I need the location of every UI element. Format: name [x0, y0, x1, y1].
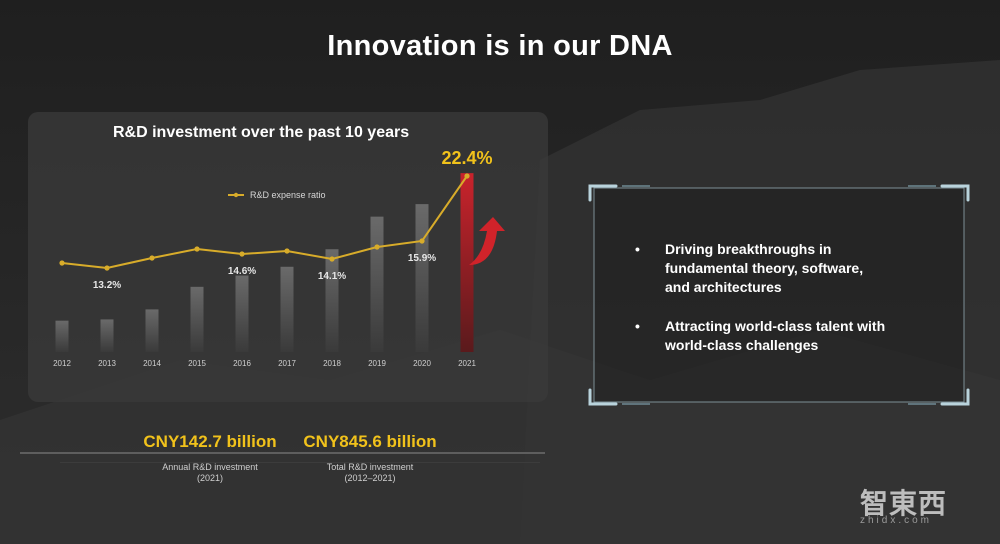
x-tick-label: 2012: [53, 359, 71, 368]
frame-corner-top-left: [588, 184, 618, 202]
x-tick-label: 2017: [278, 359, 296, 368]
point-label: 14.1%: [318, 271, 346, 282]
bullet-item: • Driving breakthroughs in fundamental t…: [635, 240, 935, 297]
x-tick-label: 2016: [233, 359, 251, 368]
bullet-item: • Attracting world-class talent with wor…: [635, 317, 935, 355]
bar: [370, 216, 384, 352]
frame-corner-bottom-right: [940, 388, 970, 406]
ratio-point: [239, 251, 245, 257]
stat-total-investment: CNY845.6 billion Total R&D investment (2…: [280, 432, 460, 484]
ratio-point: [329, 256, 335, 262]
x-tick-label: 2021: [458, 359, 476, 368]
point-label-highlight: 22.4%: [441, 148, 492, 168]
bar-highlight: [460, 173, 474, 352]
ratio-point: [284, 248, 290, 254]
bar: [280, 266, 294, 352]
bar: [415, 204, 429, 352]
bullet-frame: [588, 184, 970, 406]
bar: [235, 275, 249, 352]
bullet-2-line2: world-class challenges: [665, 337, 819, 353]
point-label: 15.9%: [408, 253, 436, 264]
x-tick-label: 2020: [413, 359, 431, 368]
x-tick-label: 2019: [368, 359, 386, 368]
bar: [55, 320, 69, 352]
x-tick-label: 2018: [323, 359, 341, 368]
bullet-dot-icon: •: [635, 241, 640, 257]
bullet-dot-icon: •: [635, 318, 640, 334]
bullet-1-line2: fundamental theory, software,: [665, 260, 864, 276]
x-tick-label: 2014: [143, 359, 161, 368]
ratio-line: [61, 175, 468, 270]
bar: [190, 286, 204, 352]
watermark-logo: 智東西: [860, 488, 948, 519]
stat-annual-label: Annual R&D investment (2021): [120, 462, 300, 484]
stats-divider-shadow: [60, 462, 540, 463]
bullet-1-line3: and architectures: [665, 279, 782, 295]
chart-title: R&D investment over the past 10 years: [113, 124, 410, 141]
stat-total-value: CNY845.6 billion: [303, 432, 437, 451]
legend-dot-swatch: [233, 192, 239, 198]
ratio-point: [419, 238, 425, 244]
ratio-point: [464, 173, 470, 179]
page-title: Innovation is in our DNA: [327, 30, 673, 62]
ratio-point: [194, 246, 200, 252]
bar: [145, 309, 159, 352]
ratio-point: [374, 244, 380, 250]
x-tick-label: 2015: [188, 359, 206, 368]
bullet-2-line1: Attracting world-class talent with: [665, 318, 886, 334]
bar: [325, 249, 339, 352]
stats-divider: [20, 452, 545, 454]
point-label: 14.6%: [228, 266, 256, 277]
legend-label: R&D expense ratio: [250, 190, 326, 200]
growth-arrow-icon: [469, 217, 505, 265]
point-label: 13.2%: [93, 280, 121, 291]
stat-annual-investment: CNY142.7 billion Annual R&D investment (…: [120, 432, 300, 484]
x-tick-label: 2013: [98, 359, 116, 368]
stat-annual-value: CNY142.7 billion: [143, 432, 277, 451]
bullet-list: • Driving breakthroughs in fundamental t…: [635, 240, 935, 375]
frame-corner-bottom-left: [588, 388, 618, 406]
bar: [100, 319, 114, 352]
ratio-point: [104, 265, 110, 271]
stat-total-label: Total R&D investment (2012–2021): [280, 462, 460, 484]
stat-total-label-line1: Total R&D investment: [326, 462, 414, 472]
ratio-point: [59, 260, 65, 266]
bullet-1-line1: Driving breakthroughs in: [665, 241, 832, 257]
ratio-point: [149, 255, 155, 261]
frame-corner-top-right: [940, 184, 970, 202]
watermark-site: zhidx.com: [860, 515, 933, 526]
stat-total-label-line2: (2012–2021): [344, 473, 396, 483]
stat-annual-label-line2: (2021): [196, 473, 223, 483]
stat-annual-label-line1: Annual R&D investment: [162, 462, 258, 472]
